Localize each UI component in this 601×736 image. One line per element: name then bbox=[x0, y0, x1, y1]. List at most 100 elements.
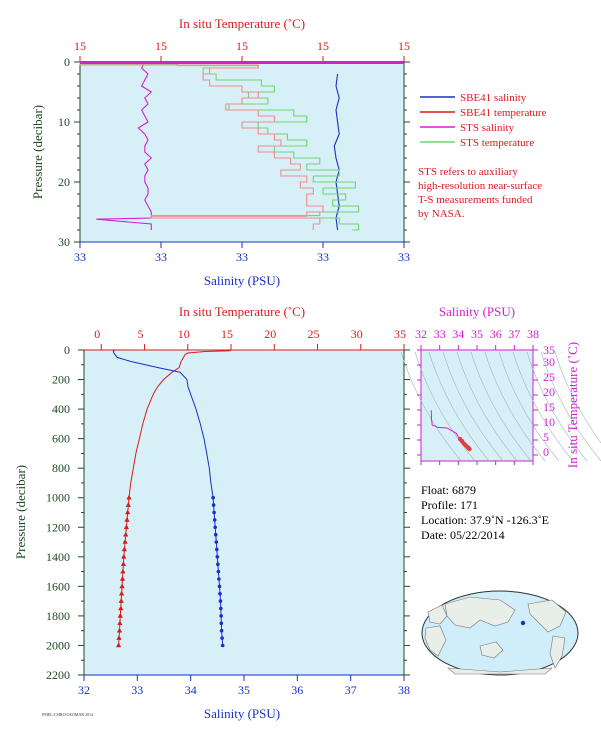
p2-x-tick-2: 34 bbox=[185, 683, 197, 697]
map-land-europe bbox=[427, 604, 448, 625]
density-contour bbox=[470, 351, 532, 462]
p2-salinity-marker bbox=[216, 569, 221, 574]
float-info: Float: 6879 Profile: 171 Location: 37.9˚… bbox=[421, 483, 549, 542]
footer-mark: PMEL/CSIRO/GEOMAR 2014 bbox=[42, 712, 93, 717]
p2-temperature-marker bbox=[119, 583, 125, 589]
legend-label-sts-temperature: STS temperature bbox=[460, 137, 534, 149]
legend-label-sbe41-temperature: SBE41 temperature bbox=[460, 107, 547, 119]
p3-y-tick-0: 0 bbox=[543, 445, 549, 459]
legend-label-sts-salinity: STS salinity bbox=[460, 122, 515, 134]
p2-temperature-marker bbox=[125, 509, 131, 515]
density-contour bbox=[456, 351, 518, 462]
p1-top-tick-4: 15 bbox=[398, 39, 410, 53]
p3-series bbox=[430, 410, 472, 452]
density-contour bbox=[540, 351, 601, 462]
p3-x-tick-0: 32 bbox=[415, 327, 427, 341]
p2-x-tick-0: 32 bbox=[78, 683, 90, 697]
p2-temperature-marker bbox=[120, 568, 126, 574]
p3-y-tick-7: 35 bbox=[543, 343, 555, 357]
p2-temperature-marker bbox=[125, 502, 131, 507]
density-contour bbox=[428, 351, 490, 462]
p2-ticks bbox=[78, 344, 410, 681]
p2-y-tick-5: 1000 bbox=[46, 491, 70, 505]
p2-salinity-marker bbox=[218, 599, 223, 603]
p2-y-tick-11: 2200 bbox=[46, 668, 70, 682]
p1-y-axis-title: Pressure (decibar) bbox=[30, 105, 45, 199]
p1-y-tick-0: 0 bbox=[64, 55, 70, 69]
p2-y-tick-3: 600 bbox=[52, 432, 70, 446]
map-land-south-america bbox=[549, 635, 566, 669]
p2-y-tick-2: 400 bbox=[52, 402, 70, 416]
p3-x-tick-3: 35 bbox=[471, 327, 483, 341]
p1-x-tick-3: 33 bbox=[317, 250, 329, 264]
map-land-asia bbox=[444, 596, 516, 629]
p2-salinity-marker bbox=[214, 540, 219, 544]
p2-y-tick-7: 1400 bbox=[46, 550, 70, 564]
p1-x-tick-4: 33 bbox=[398, 250, 410, 264]
p2-salinity-marker bbox=[219, 614, 223, 618]
p2-top-tick-7: 35 bbox=[394, 327, 406, 341]
p2-salinity-marker bbox=[217, 584, 222, 589]
p2-temperature-marker bbox=[119, 590, 125, 596]
p2-temperature-marker bbox=[126, 494, 132, 500]
p3-x-axis-title: Salinity (PSU) bbox=[439, 304, 515, 319]
p1-series bbox=[79, 61, 360, 231]
density-contour bbox=[442, 351, 504, 462]
p2-temperature-marker bbox=[117, 620, 123, 626]
sts-note-line-2: high-resolution near-surface bbox=[418, 180, 542, 192]
p2-salinity-line bbox=[112, 349, 224, 646]
p1-series-sbe41-salinity bbox=[333, 73, 340, 231]
p2-salinity-marker bbox=[215, 555, 220, 559]
p2-top-tick-2: 10 bbox=[178, 327, 190, 341]
sts-note-line-1: STS refers to auxiliary bbox=[418, 166, 518, 178]
p2-temperature-marker bbox=[122, 539, 128, 544]
p2-y-tick-8: 1600 bbox=[46, 579, 70, 593]
p2-temperature-marker bbox=[116, 642, 122, 648]
p2-top-tick-6: 30 bbox=[351, 327, 363, 341]
p2-x-tick-3: 35 bbox=[238, 683, 250, 697]
p1-y-tick-3: 30 bbox=[58, 235, 70, 249]
p2-top-tick-5: 25 bbox=[308, 327, 320, 341]
float-id: Float: 6879 bbox=[421, 483, 476, 497]
density-contour bbox=[484, 351, 546, 462]
p2-salinity-marker bbox=[211, 503, 216, 507]
p2-temperature-marker bbox=[120, 561, 126, 566]
p2-y-tick-4: 800 bbox=[52, 461, 70, 475]
p2-top-tick-0: 0 bbox=[94, 327, 100, 341]
profile-number: Profile: 171 bbox=[421, 498, 478, 512]
p1-x-tick-1: 33 bbox=[155, 250, 167, 264]
p2-top-axis-title: In situ Temperature (˚C) bbox=[179, 304, 305, 319]
p1-series-sbe41-temperature bbox=[79, 62, 324, 230]
p2-series bbox=[112, 349, 232, 648]
p2-salinity-marker bbox=[220, 643, 225, 648]
p1-series-sts-salinity bbox=[96, 61, 153, 230]
p3-x-tick-1: 33 bbox=[434, 327, 446, 341]
p2-salinity-marker bbox=[212, 518, 217, 522]
sts-note-line-3: T-S measurements funded bbox=[418, 194, 533, 206]
p2-x-tick-4: 36 bbox=[291, 683, 303, 697]
p2-salinity-marker bbox=[218, 592, 222, 596]
p2-salinity-marker bbox=[216, 562, 220, 566]
location: Location: 37.9˚N -126.3˚E bbox=[421, 513, 549, 527]
p3-x-tick-4: 36 bbox=[490, 327, 502, 341]
p1-x-tick-2: 33 bbox=[236, 250, 248, 264]
p2-temperature-marker bbox=[119, 576, 126, 581]
p3-y-tick-5: 25 bbox=[543, 370, 555, 384]
p2-salinity-marker bbox=[213, 525, 217, 530]
legend: SBE41 salinity SBE41 temperature STS sal… bbox=[418, 92, 547, 220]
p2-temperature-marker bbox=[118, 605, 124, 611]
p2-temperature-marker bbox=[123, 531, 129, 537]
density-contour bbox=[554, 351, 601, 444]
density-contour bbox=[400, 351, 462, 462]
p2-temperature-marker bbox=[123, 524, 129, 530]
float-location-marker bbox=[520, 620, 526, 626]
p3-y-tick-6: 30 bbox=[543, 355, 555, 369]
p2-salinity-marker bbox=[215, 547, 219, 552]
p3-y-tick-2: 10 bbox=[543, 415, 555, 429]
p2-temperature-marker bbox=[116, 627, 123, 633]
p2-salinity-marker bbox=[220, 636, 224, 640]
p1-top-tick-2: 15 bbox=[236, 39, 248, 53]
density-contours bbox=[400, 351, 601, 462]
map-land-australia bbox=[479, 641, 504, 659]
